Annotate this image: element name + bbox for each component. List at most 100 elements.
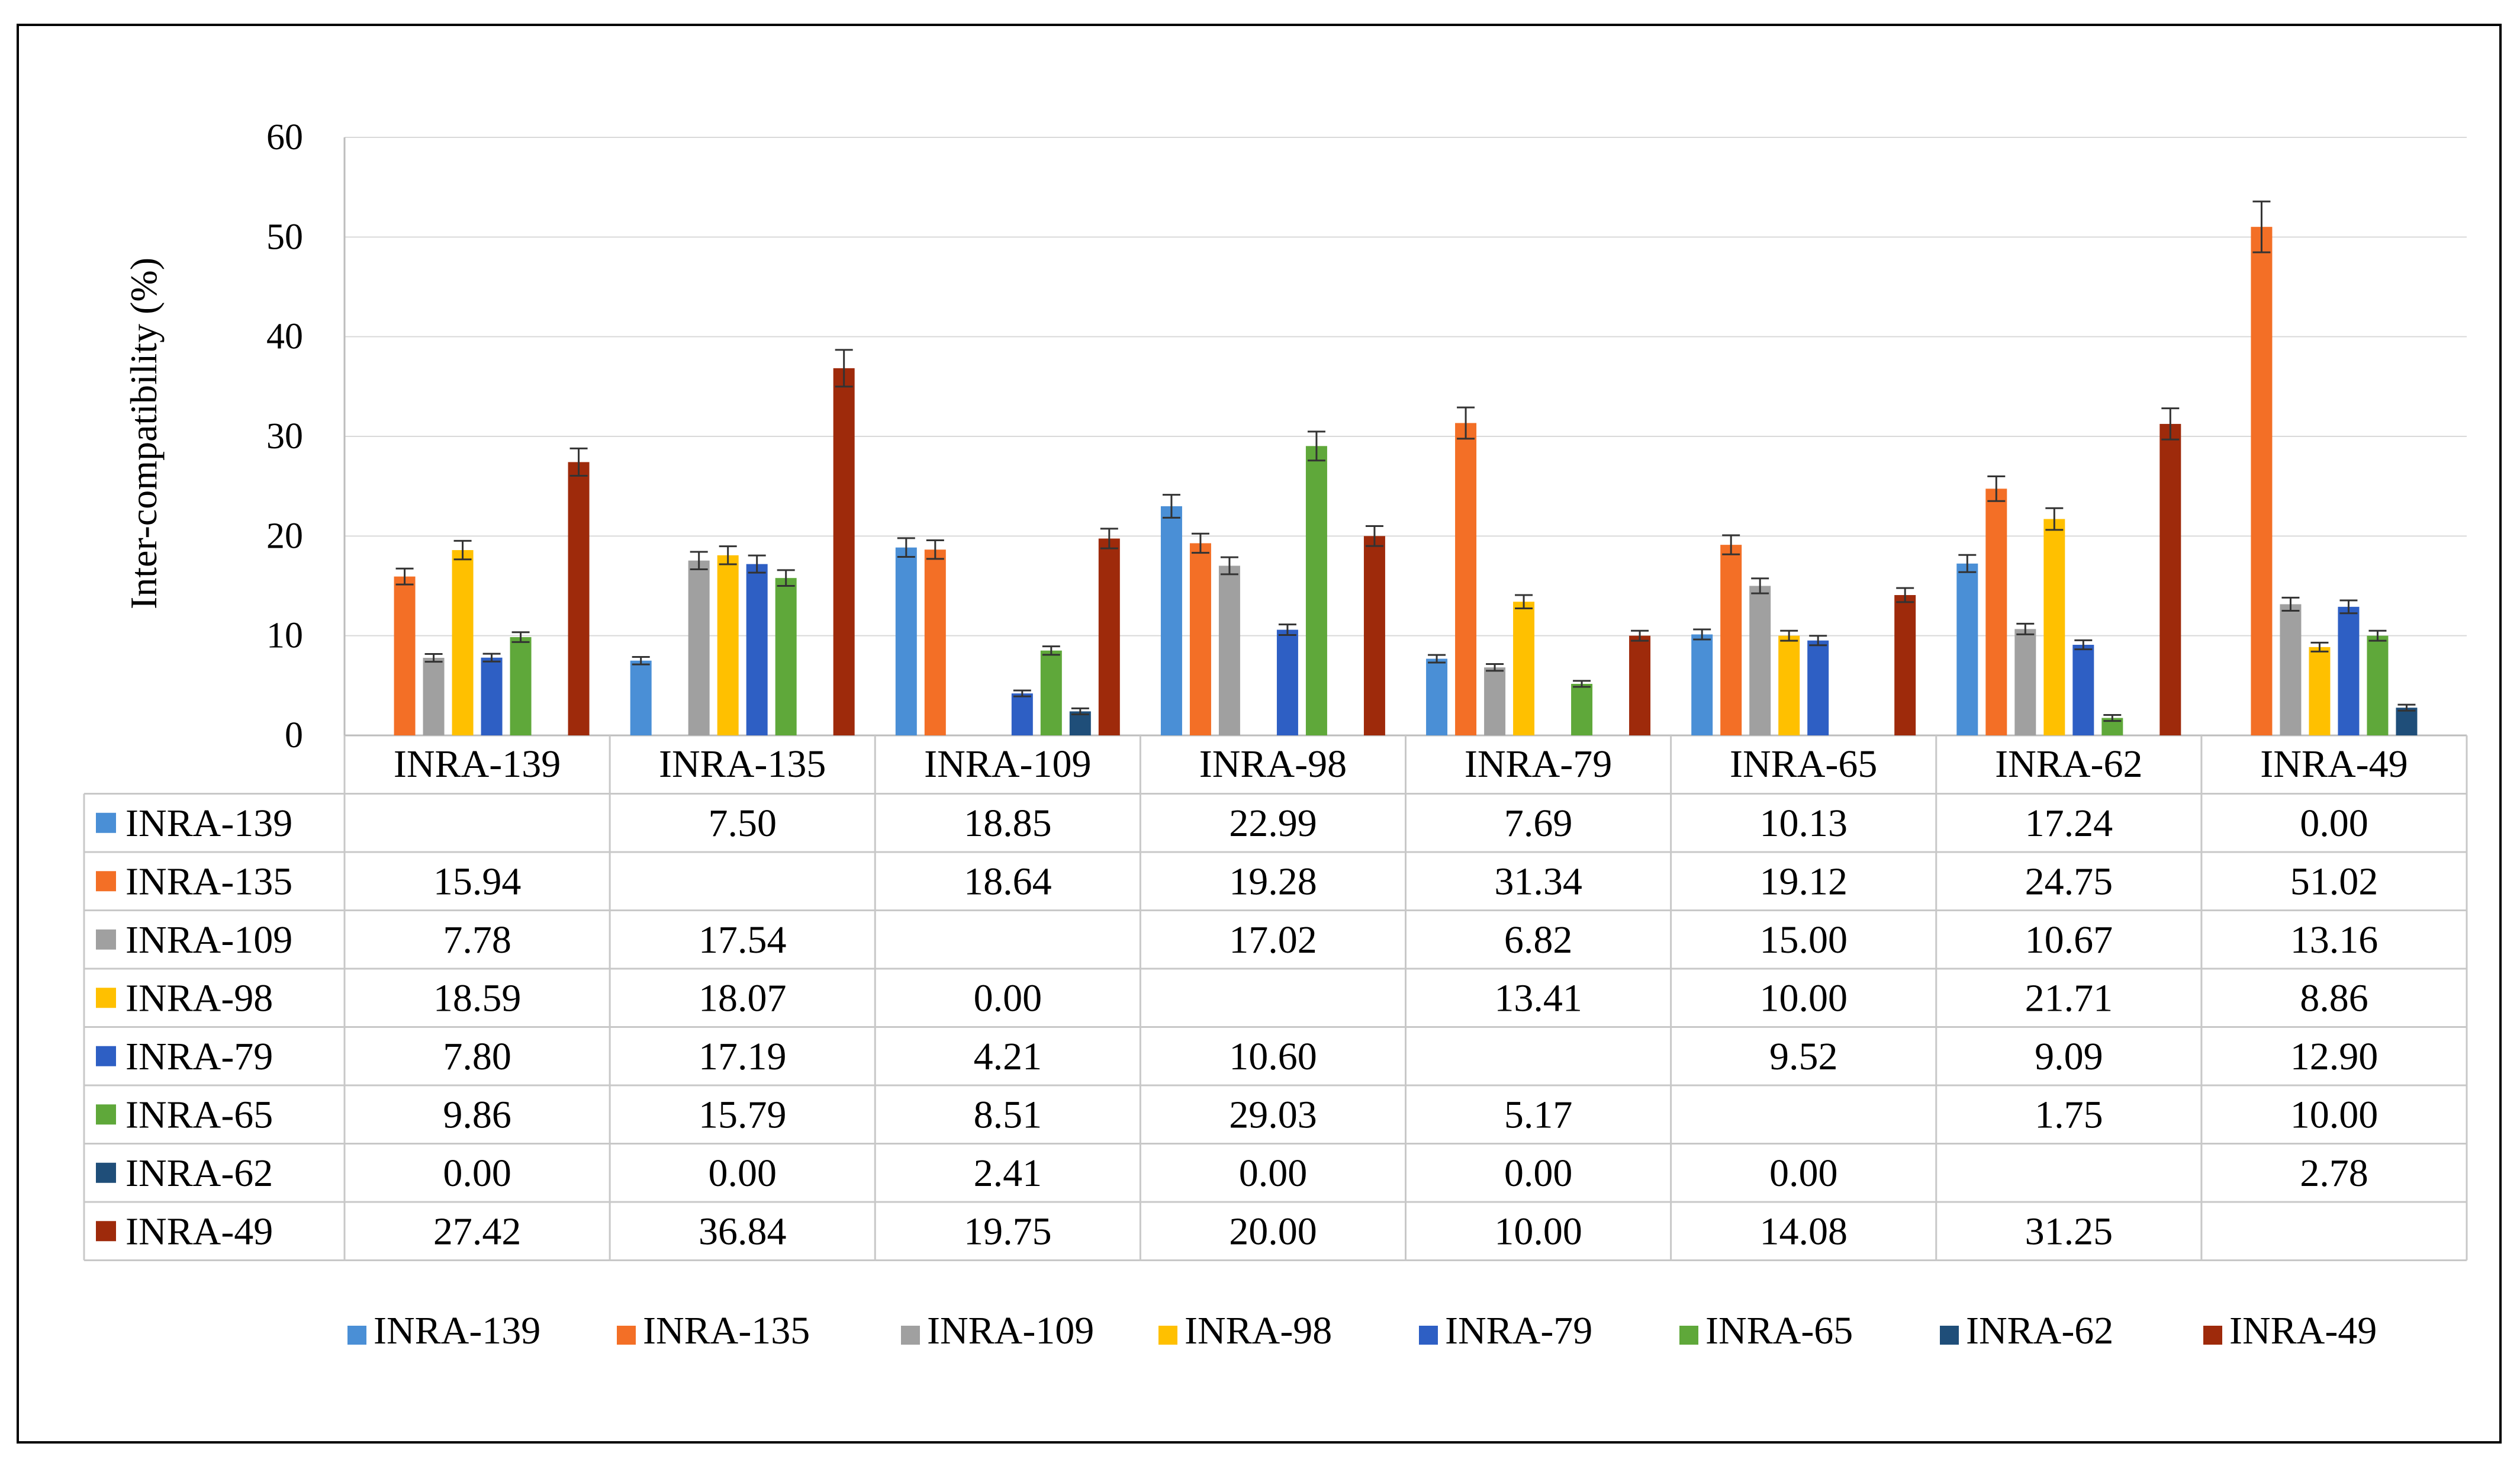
- bar-inra-135-inra-79: [746, 564, 768, 735]
- table-row-label-inra-135: INRA-135: [125, 860, 292, 903]
- data-label-inra-65-inra-49: 14.08: [1759, 1210, 1848, 1253]
- table-legend-swatch-inra-62: [96, 1162, 116, 1183]
- data-label-inra-79-inra-49: 10.00: [1494, 1210, 1582, 1253]
- bar-inra-65-inra-98: [1778, 635, 1800, 735]
- legend-swatch-inra-139: [347, 1326, 366, 1345]
- bar-inra-49-inra-98: [2309, 647, 2331, 735]
- bar-inra-49-inra-79: [2338, 606, 2360, 735]
- data-label-inra-62-inra-65: 1.75: [2035, 1093, 2103, 1136]
- bar-inra-109-inra-79: [1011, 693, 1033, 735]
- legend-label-inra-62: INRA-62: [1966, 1309, 2113, 1352]
- table-row-label-inra-79: INRA-79: [125, 1035, 273, 1078]
- y-axis-title: Inter-compatibility (%): [123, 258, 165, 609]
- category-label-inra-98: INRA-98: [1199, 742, 1347, 786]
- y-tick-label: 60: [266, 117, 303, 157]
- y-tick-label: 50: [266, 217, 303, 257]
- bar-inra-79-inra-109: [1484, 667, 1506, 735]
- category-label-inra-65: INRA-65: [1730, 742, 1877, 786]
- legend-label-inra-98: INRA-98: [1185, 1309, 1332, 1352]
- data-label-inra-135-inra-65: 15.79: [699, 1093, 787, 1136]
- bar-inra-135-inra-139: [630, 660, 652, 735]
- data-label-inra-65-inra-62: 0.00: [1769, 1152, 1838, 1195]
- legend-swatch-inra-65: [1679, 1326, 1698, 1345]
- data-label-inra-139-inra-49: 27.42: [433, 1210, 522, 1253]
- y-tick-label: 40: [266, 317, 303, 357]
- category-label-inra-109: INRA-109: [924, 742, 1091, 786]
- bar-inra-65-inra-139: [1691, 634, 1713, 735]
- bar-inra-98-inra-79: [1276, 629, 1298, 735]
- bar-inra-65-inra-135: [1720, 545, 1742, 735]
- table-row-label-inra-139: INRA-139: [125, 802, 292, 845]
- data-label-inra-135-inra-98: 18.07: [699, 976, 787, 1020]
- bar-inra-109-inra-135: [924, 549, 946, 735]
- legend-label-inra-109: INRA-109: [927, 1309, 1094, 1352]
- data-label-inra-98-inra-49: 20.00: [1229, 1210, 1317, 1253]
- figure-frame: 0 10 20 30 40 50 60 Inter-compatibility (%) INRA…: [17, 24, 2502, 1444]
- bar-inra-109-inra-139: [895, 547, 917, 735]
- data-label-inra-79-inra-139: 7.69: [1504, 802, 1573, 845]
- bar-inra-98-inra-139: [1160, 506, 1182, 735]
- data-label-inra-135-inra-79: 17.19: [699, 1035, 787, 1078]
- data-label-inra-79-inra-62: 0.00: [1504, 1152, 1573, 1195]
- data-label-inra-79-inra-65: 5.17: [1504, 1093, 1573, 1136]
- bar-inra-49-inra-135: [2251, 227, 2273, 735]
- data-label-inra-109-inra-135: 18.64: [964, 860, 1052, 903]
- bar-inra-98-inra-135: [1189, 543, 1211, 735]
- bar-inra-49-inra-65: [2367, 635, 2389, 735]
- data-label-inra-65-inra-98: 10.00: [1759, 976, 1848, 1020]
- y-tick-label: 10: [266, 616, 303, 656]
- data-label-inra-62-inra-49: 31.25: [2025, 1210, 2113, 1253]
- data-label-inra-65-inra-79: 9.52: [1769, 1035, 1838, 1078]
- table-row-label-inra-98: INRA-98: [125, 976, 273, 1020]
- table-legend-swatch-inra-49: [96, 1221, 116, 1242]
- bar-inra-135-inra-98: [717, 555, 739, 735]
- bar-inra-109-inra-65: [1040, 650, 1062, 735]
- data-label-inra-98-inra-79: 10.60: [1229, 1035, 1317, 1078]
- data-label-inra-109-inra-49: 19.75: [964, 1210, 1052, 1253]
- data-label-inra-109-inra-79: 4.21: [974, 1035, 1042, 1078]
- legend-swatch-inra-109: [901, 1326, 920, 1345]
- data-label-inra-79-inra-109: 6.82: [1504, 918, 1573, 962]
- bar-inra-98-inra-65: [1305, 446, 1327, 735]
- bar-inra-98-inra-109: [1218, 565, 1240, 735]
- data-label-inra-139-inra-135: 15.94: [433, 860, 522, 903]
- data-label-inra-109-inra-98: 0.00: [974, 976, 1042, 1020]
- legend-label-inra-65: INRA-65: [1705, 1309, 1853, 1352]
- data-label-inra-49-inra-139: 0.00: [2300, 802, 2368, 845]
- data-label-inra-98-inra-62: 0.00: [1239, 1152, 1308, 1195]
- data-label-inra-65-inra-139: 10.13: [1759, 802, 1848, 845]
- bar-inra-135-inra-65: [775, 578, 797, 735]
- table-row-label-inra-109: INRA-109: [125, 918, 292, 962]
- data-label-inra-62-inra-98: 21.71: [2025, 976, 2113, 1020]
- bar-inra-109-inra-62: [1069, 711, 1091, 735]
- table-legend-swatch-inra-79: [96, 1046, 116, 1066]
- data-label-inra-135-inra-62: 0.00: [708, 1152, 777, 1195]
- data-label-inra-98-inra-65: 29.03: [1229, 1093, 1317, 1136]
- legend-swatch-inra-135: [617, 1326, 636, 1345]
- data-label-inra-139-inra-79: 7.80: [443, 1035, 511, 1078]
- bar-inra-79-inra-135: [1455, 423, 1477, 735]
- table-legend-swatch-inra-109: [96, 929, 116, 950]
- bar-inra-79-inra-65: [1571, 683, 1593, 735]
- data-label-inra-135-inra-49: 36.84: [699, 1210, 787, 1253]
- category-label-inra-62: INRA-62: [1995, 742, 2142, 786]
- bar-inra-139-inra-79: [481, 657, 503, 735]
- data-label-inra-49-inra-109: 13.16: [2290, 918, 2379, 962]
- data-label-inra-98-inra-139: 22.99: [1229, 802, 1317, 845]
- data-label-inra-49-inra-65: 10.00: [2290, 1093, 2379, 1136]
- data-label-inra-62-inra-109: 10.67: [2025, 918, 2113, 962]
- bar-inra-65-inra-49: [1894, 594, 1916, 735]
- data-label-inra-109-inra-65: 8.51: [974, 1093, 1042, 1136]
- bar-inra-62-inra-109: [2014, 629, 2036, 735]
- bar-inra-65-inra-79: [1807, 640, 1829, 735]
- y-tick-label: 20: [266, 516, 303, 556]
- data-label-inra-139-inra-109: 7.78: [443, 918, 511, 962]
- legend-swatch-inra-62: [1940, 1326, 1959, 1345]
- bar-inra-62-inra-135: [1985, 488, 2007, 735]
- bar-inra-135-inra-49: [833, 368, 855, 735]
- data-label-inra-109-inra-62: 2.41: [974, 1152, 1042, 1195]
- legend-swatch-inra-98: [1158, 1326, 1177, 1345]
- bar-inra-79-inra-49: [1629, 635, 1651, 735]
- data-label-inra-139-inra-62: 0.00: [443, 1152, 511, 1195]
- data-label-inra-135-inra-109: 17.54: [699, 918, 787, 962]
